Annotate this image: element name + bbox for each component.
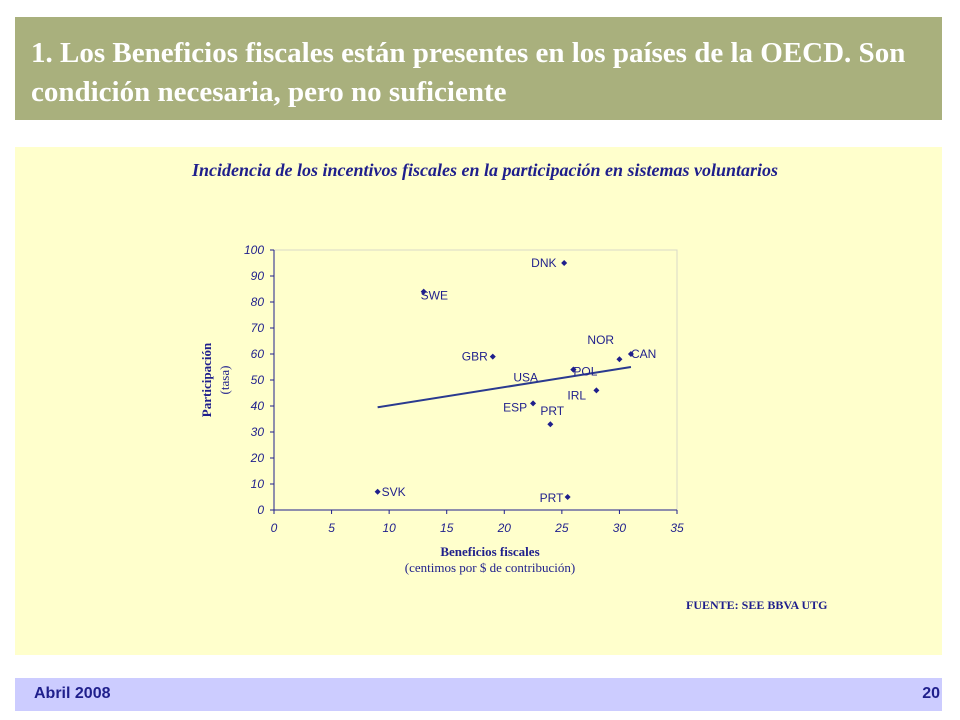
x-tick-label: 30	[613, 521, 627, 535]
x-tick-label: 0	[271, 521, 278, 535]
scatter-point	[489, 353, 496, 360]
x-tick-label: 15	[440, 521, 454, 535]
x-tick-label: 25	[554, 521, 569, 535]
slide-header: 1. Los Beneficios fiscales están present…	[15, 17, 942, 120]
trendline	[377, 366, 632, 409]
point-label: POL	[573, 365, 597, 379]
y-tick-label: 30	[251, 425, 265, 439]
point-label: SWE	[421, 289, 448, 303]
x-axis-subtitle: (centimos por $ de contribución)	[405, 560, 575, 575]
scatter-point	[561, 260, 568, 266]
scatter-point	[530, 400, 537, 407]
chart-panel: Incidencia de los incentivos fiscales en…	[15, 147, 942, 655]
y-axis-subtitle: (tasa)	[217, 366, 232, 395]
y-tick-label: 50	[251, 373, 265, 387]
y-tick-label: 40	[251, 399, 265, 413]
point-label: IRL	[567, 388, 586, 402]
y-tick-label: 20	[250, 451, 265, 465]
point-label: CAN	[631, 347, 656, 361]
y-tick-label: 90	[251, 269, 265, 283]
y-tick-label: 80	[251, 295, 265, 309]
y-tick-label: 100	[244, 243, 264, 257]
y-tick-label: 0	[257, 503, 264, 517]
y-axis-title: Participación	[199, 342, 214, 417]
x-tick-label: 10	[382, 521, 396, 535]
scatter-point	[374, 488, 381, 495]
scatter-point	[570, 366, 577, 373]
x-tick-label: 20	[497, 521, 512, 535]
point-label: GBR	[462, 350, 488, 364]
scatter-point	[593, 387, 600, 394]
source-note: FUENTE: SEE BBVA UTG	[686, 598, 828, 612]
x-tick-label: 35	[670, 521, 684, 535]
point-label: PRT	[540, 491, 564, 505]
point-label: DNK	[531, 256, 556, 270]
scatter-point	[564, 494, 571, 500]
x-axis-title: Beneficios fiscales	[440, 544, 539, 559]
x-tick-label: 5	[328, 521, 335, 535]
scatter-point	[547, 421, 554, 428]
y-tick-label: 70	[251, 321, 265, 335]
y-tick-label: 60	[251, 347, 265, 361]
point-label: USA	[513, 371, 538, 385]
point-label: NOR	[587, 333, 614, 347]
chart-title: Incidencia de los incentivos fiscales en…	[191, 160, 778, 180]
scatter-point	[420, 288, 427, 295]
point-label: SVK	[382, 485, 406, 499]
scatter-point	[616, 356, 623, 363]
page-number: 20	[922, 685, 940, 702]
slide-title: 1. Los Beneficios fiscales están present…	[31, 37, 906, 108]
footer-date: Abril 2008	[34, 685, 111, 702]
point-label: PRT	[540, 404, 564, 418]
plot-area	[273, 249, 678, 511]
point-label: ESP	[503, 400, 527, 414]
scatter-point	[627, 351, 634, 357]
slide-footer: Abril 2008 20	[15, 678, 942, 711]
y-tick-label: 10	[251, 477, 265, 491]
